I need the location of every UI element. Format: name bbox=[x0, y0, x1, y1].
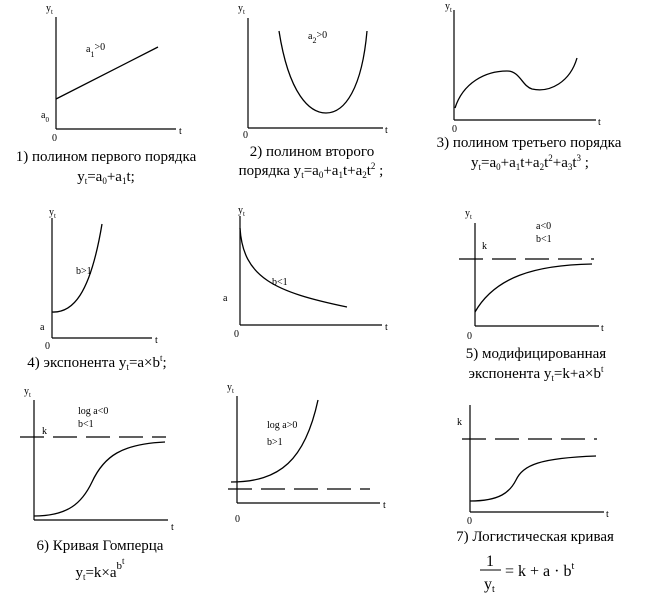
caption-line-1: 5) модифицированная bbox=[466, 346, 607, 362]
caption: 4) экспонента yt=a×bt; bbox=[27, 353, 166, 372]
x-axis-label: t bbox=[179, 126, 182, 137]
asymptote-label: k bbox=[42, 426, 47, 437]
condition-note: b>1 bbox=[76, 266, 92, 277]
origin-label: 0 bbox=[45, 341, 50, 352]
origin-label: 0 bbox=[243, 130, 248, 141]
modified-exponent-curve bbox=[474, 263, 593, 313]
formula-denominator: yt bbox=[484, 576, 495, 595]
panel-cubic: yt t 0 3) полином третьего порядка yt=a0… bbox=[437, 1, 622, 172]
decay-curve bbox=[239, 227, 348, 308]
y-axis-label: yt bbox=[227, 382, 234, 395]
caption-line-1: 2) полином второго bbox=[250, 144, 374, 160]
panel-quadratic: yt t 0 a2>0 2) полином второго порядка y… bbox=[238, 3, 388, 180]
origin-label: 0 bbox=[467, 331, 472, 342]
panel-gompertz: yt t k log a<0 b<1 6) Кривая Гомперца yt… bbox=[20, 386, 174, 582]
caption-line-1: 3) полином третьего порядка bbox=[437, 135, 622, 151]
caption-line-2: порядка yt=a0+a1t+a2t2 ; bbox=[239, 161, 384, 180]
origin-label: 0 bbox=[234, 329, 239, 340]
condition-note-2: b<1 bbox=[78, 419, 94, 430]
caption-line-1: 1) полином первого порядка bbox=[16, 149, 197, 165]
condition-note-1: log a<0 bbox=[78, 406, 108, 417]
x-axis-label: t bbox=[598, 117, 601, 128]
logistic-formula: 1 yt = k + a · bt bbox=[480, 553, 574, 595]
trend-line bbox=[55, 46, 159, 100]
panel-logistic: k t 0 7) Логистическая кривая 1 yt = k +… bbox=[456, 405, 614, 595]
gompertz-curve bbox=[33, 441, 166, 517]
y-axis-label: yt bbox=[465, 208, 472, 221]
exponent-curve bbox=[51, 223, 103, 313]
caption-line-2: yt=a0+a1t+a2t2+a3t3 ; bbox=[471, 153, 589, 172]
intercept-label: a bbox=[40, 322, 45, 333]
condition-note: b<1 bbox=[272, 277, 288, 288]
y-axis-label: yt bbox=[49, 207, 56, 220]
asymptote-label: k bbox=[482, 241, 487, 252]
caption-line-1: 6) Кривая Гомперца bbox=[37, 538, 164, 554]
caption-line-2: экспонента yt=k+a×bt bbox=[469, 364, 604, 383]
x-axis-label: t bbox=[171, 522, 174, 533]
x-axis-label: t bbox=[606, 509, 609, 520]
cubic-curve bbox=[454, 57, 578, 109]
x-axis-label: t bbox=[385, 322, 388, 333]
y-axis-label: yt bbox=[24, 386, 31, 399]
panel-linear: yt t 0 a0 a1>0 1) полином первого порядк… bbox=[16, 3, 197, 186]
caption-line-2: yt=a0+a1t; bbox=[77, 169, 135, 186]
panel-exponent-decay: yt t 0 a b<1 bbox=[223, 205, 388, 340]
parabola-curve bbox=[278, 30, 368, 114]
condition-note-2: b<1 bbox=[536, 234, 552, 245]
x-axis-label: t bbox=[383, 500, 386, 511]
logistic-curve bbox=[469, 455, 597, 502]
condition-note-2: b>1 bbox=[267, 437, 283, 448]
origin-label: 0 bbox=[235, 514, 240, 525]
y-axis-label: yt bbox=[46, 3, 53, 16]
y-axis-label: yt bbox=[238, 205, 245, 218]
origin-label: 0 bbox=[52, 133, 57, 144]
intercept-label: a0 bbox=[41, 110, 49, 124]
origin-label: 0 bbox=[452, 124, 457, 135]
caption-line-1: 7) Логистическая кривая bbox=[456, 529, 614, 545]
y-axis-label: yt bbox=[238, 3, 245, 16]
panel-modified-exponent: yt t 0 k a<0 b<1 5) модифицированная экс… bbox=[459, 208, 606, 383]
asymptote-label: k bbox=[457, 417, 462, 428]
caption-line-2: yt=k×abt bbox=[75, 556, 125, 582]
formula-numerator: 1 bbox=[486, 553, 494, 570]
y-axis-label: yt bbox=[445, 1, 452, 14]
intercept-label: a bbox=[223, 293, 228, 304]
condition-note-1: log a>0 bbox=[267, 420, 297, 431]
condition-note-1: a<0 bbox=[536, 221, 551, 232]
x-axis-label: t bbox=[601, 323, 604, 334]
condition-note: a1>0 bbox=[86, 42, 105, 59]
x-axis-label: t bbox=[155, 335, 158, 346]
origin-label: 0 bbox=[467, 516, 472, 527]
panel-exponent-growth: yt t 0 a b>1 4) экспонента yt=a×bt; bbox=[27, 207, 166, 372]
x-axis-label: t bbox=[385, 125, 388, 136]
condition-note: a2>0 bbox=[308, 30, 327, 45]
formula-rhs: = k + a · bt bbox=[505, 561, 574, 580]
growth-curve bbox=[230, 399, 319, 483]
panel-gompertz-growth: yt t 0 log a>0 b>1 bbox=[227, 382, 386, 525]
